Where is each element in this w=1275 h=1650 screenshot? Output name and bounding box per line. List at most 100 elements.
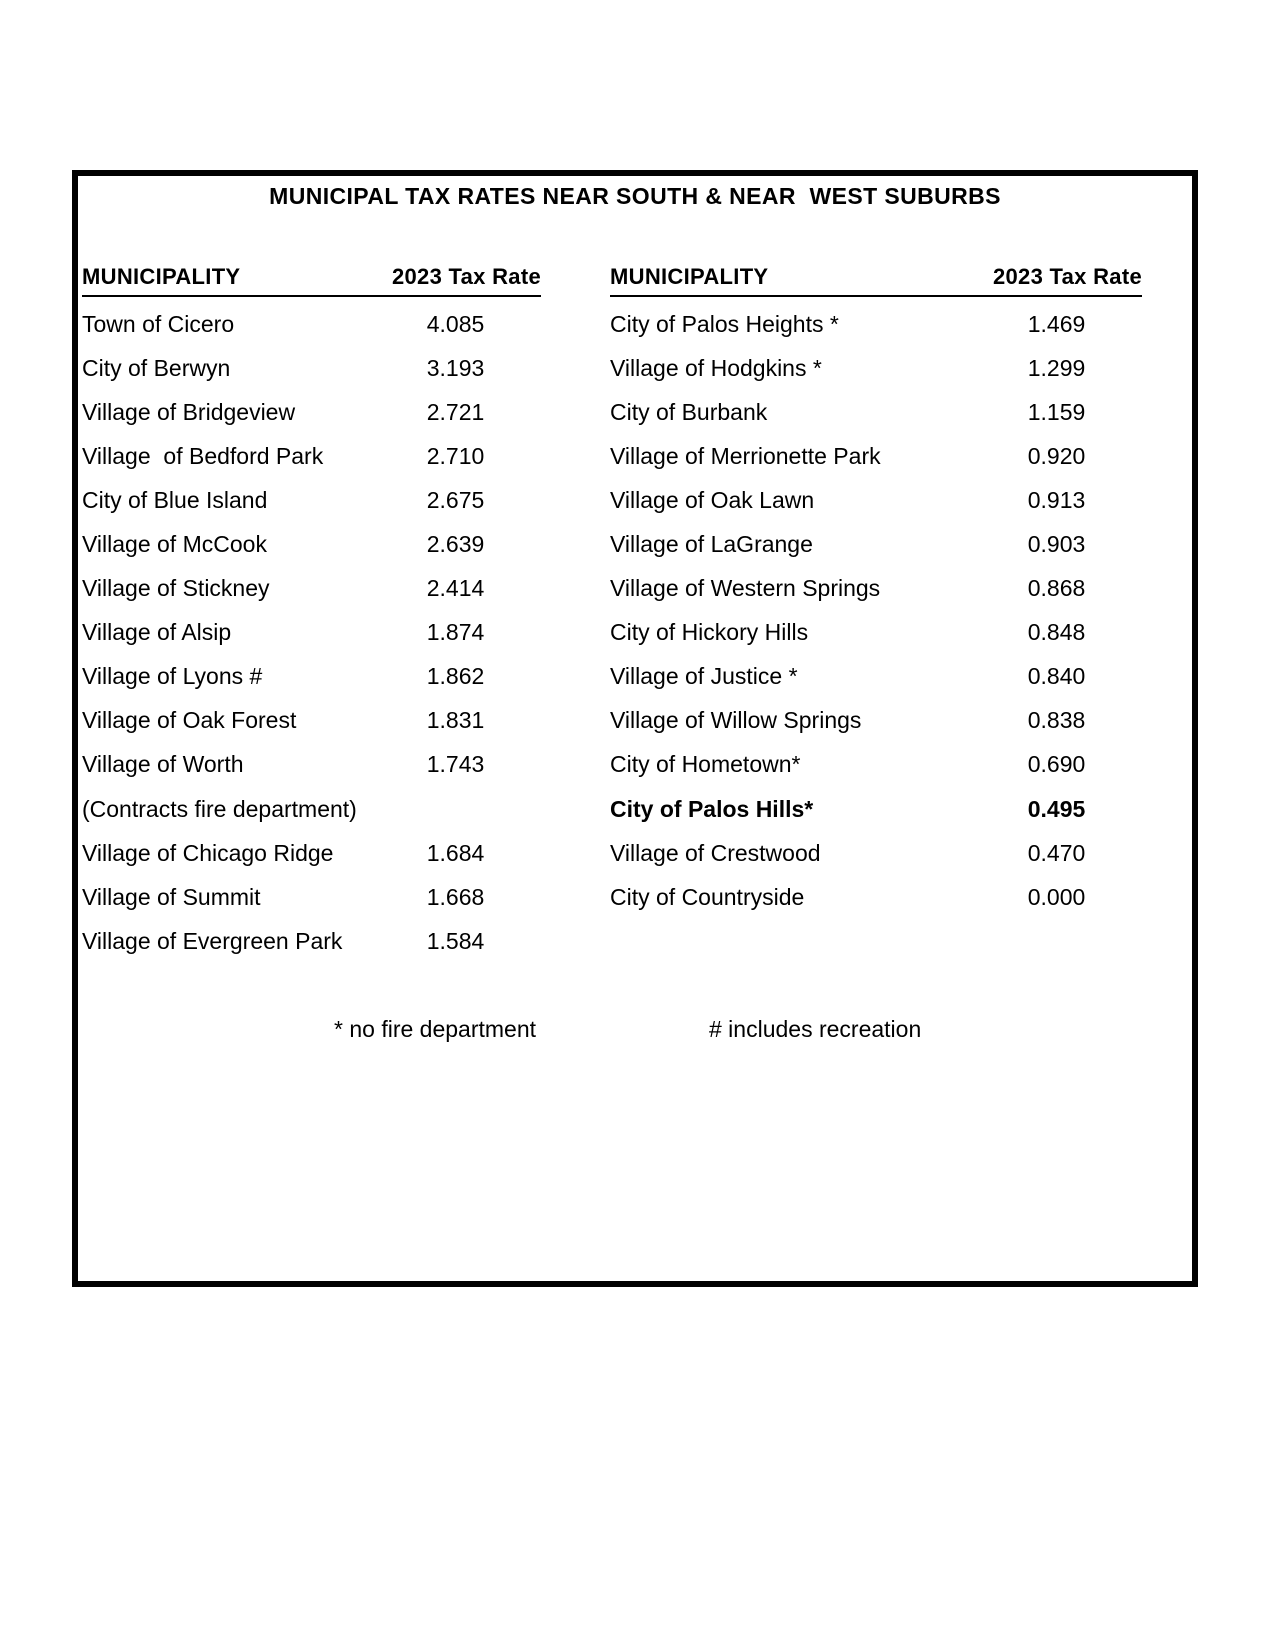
tax-rate-value: 2.675 — [426, 486, 485, 513]
tax-rate-value: 0.903 — [1027, 531, 1086, 558]
tax-rate-value: 0.840 — [1027, 663, 1086, 690]
table-row: Village of Willow Springs 0.838 — [610, 699, 1142, 743]
table-row: Village of Justice * 0.840 — [610, 655, 1142, 699]
municipality-name: City of Berwyn — [82, 354, 231, 381]
municipality-name: City of Hometown* — [610, 751, 801, 778]
table-row: Village of Lyons # 1.862 — [82, 655, 541, 699]
tax-rate-value: 3.193 — [426, 354, 485, 381]
municipality-name: Village of Alsip — [82, 619, 232, 646]
table-row: Village of Bedford Park 2.710 — [82, 434, 541, 478]
municipality-name: Village of McCook — [82, 531, 267, 558]
tax-rate-value: 0.868 — [1027, 575, 1086, 602]
municipality-name: City of Countryside — [610, 883, 805, 910]
municipality-name: City of Hickory Hills — [610, 619, 809, 646]
table-row: Village of Crestwood 0.470 — [610, 831, 1142, 875]
table-row: Village of Hodgkins * 1.299 — [610, 346, 1142, 390]
municipality-name: Village of LaGrange — [610, 531, 813, 558]
tax-rate-value: 0.000 — [1027, 883, 1086, 910]
content-frame: MUNICIPAL TAX RATES NEAR SOUTH & NEAR WE… — [72, 170, 1198, 1287]
table-row: Village of Alsip 1.874 — [82, 611, 541, 655]
municipality-name: Village of Crestwood — [610, 839, 821, 866]
municipality-name: Village of Merrionette Park — [610, 442, 881, 469]
table-header-row: MUNICIPALITY 2023 Tax Rate — [610, 258, 1142, 297]
tax-rate-value: 0.838 — [1027, 707, 1086, 734]
tax-rate-value: 1.469 — [1027, 310, 1086, 337]
municipality-name: Village of Western Springs — [610, 575, 881, 602]
tax-rate-value: 1.299 — [1027, 354, 1086, 381]
municipality-name: Village of Oak Forest — [82, 707, 297, 734]
table-row: Village of Summit 1.668 — [82, 875, 541, 919]
municipality-name: Village of Chicago Ridge — [82, 839, 334, 866]
municipality-name: Village of Summit — [82, 883, 261, 910]
table-row: City of Berwyn 3.193 — [82, 346, 541, 390]
table-row: Village of Western Springs 0.868 — [610, 567, 1142, 611]
municipality-name: City of Palos Hills* — [610, 795, 814, 822]
tax-rate-value: 1.159 — [1027, 398, 1086, 425]
tax-rate-value: 2.414 — [426, 575, 485, 602]
table-row: Village of Oak Forest 1.831 — [82, 699, 541, 743]
tax-rate-value: 1.668 — [426, 883, 485, 910]
table-header-row: MUNICIPALITY 2023 Tax Rate — [82, 258, 541, 297]
municipality-name: Village of Bedford Park — [82, 442, 324, 469]
table-row: Village of McCook 2.639 — [82, 522, 541, 566]
tax-table-right: MUNICIPALITY 2023 Tax Rate City of Palos… — [610, 258, 1142, 919]
municipality-name: Village of Justice * — [610, 663, 798, 690]
municipality-name: Village of Bridgeview — [82, 398, 296, 425]
column-header-municipality: MUNICIPALITY — [82, 263, 241, 289]
page-title: MUNICIPAL TAX RATES NEAR SOUTH & NEAR WE… — [269, 182, 1001, 209]
table-row: Village of LaGrange 0.903 — [610, 522, 1142, 566]
table-body: City of Palos Heights * 1.469 Village of H… — [610, 302, 1142, 919]
municipality-name: Village of Evergreen Park — [82, 927, 343, 954]
municipality-name: City of Burbank — [610, 398, 768, 425]
table-row: Village of Evergreen Park 1.584 — [82, 919, 541, 963]
table-row: Village of Worth 1.743 — [82, 743, 541, 787]
column-header-municipality: MUNICIPALITY — [610, 263, 769, 289]
tax-rate-value: 1.684 — [426, 839, 485, 866]
table-row: Village of Merrionette Park 0.920 — [610, 434, 1142, 478]
table-body: Town of Cicero 4.085 City of Berwyn 3.193 Vi… — [82, 302, 541, 963]
tax-rate-value: 0.848 — [1027, 619, 1086, 646]
table-row: Village of Chicago Ridge 1.684 — [82, 831, 541, 875]
tax-rate-value: 0.913 — [1027, 486, 1086, 513]
tax-rate-value: 1.862 — [426, 663, 485, 690]
tax-rate-value: 0.920 — [1027, 442, 1086, 469]
column-header-tax-rate: 2023 Tax Rate — [992, 263, 1142, 289]
municipality-name: Town of Cicero — [82, 310, 235, 337]
tax-table-left: MUNICIPALITY 2023 Tax Rate Town of Cicer… — [82, 258, 541, 963]
table-row: City of Hickory Hills 0.848 — [610, 611, 1142, 655]
footnote-no-fire-department: * no fire department — [334, 1015, 537, 1042]
table-row: Village of Bridgeview 2.721 — [82, 390, 541, 434]
tax-rate-value: 2.639 — [426, 531, 485, 558]
municipality-name: City of Palos Heights * — [610, 310, 839, 337]
municipality-name: Village of Worth — [82, 751, 244, 778]
table-row: City of Palos Heights * 1.469 — [610, 302, 1142, 346]
tax-rate-value: 2.710 — [426, 442, 485, 469]
tax-rate-value: 0.690 — [1027, 751, 1086, 778]
tax-rate-value: 4.085 — [426, 310, 485, 337]
table-row: City of Countryside 0.000 — [610, 875, 1142, 919]
municipality-name: (Contracts fire department) — [82, 795, 357, 822]
table-row: City of Palos Hills* 0.495 — [610, 787, 1142, 831]
municipality-name: Village of Hodgkins * — [610, 354, 822, 381]
municipality-name: Village of Stickney — [82, 575, 270, 602]
tax-rate-value: 2.721 — [426, 398, 485, 425]
table-row: Village of Stickney 2.414 — [82, 567, 541, 611]
footnote-includes-recreation: # includes recreation — [709, 1015, 922, 1042]
municipality-name: Village of Willow Springs — [610, 707, 862, 734]
table-row: City of Blue Island 2.675 — [82, 478, 541, 522]
table-row: (Contracts fire department) — [82, 787, 541, 831]
municipality-name: City of Blue Island — [82, 486, 268, 513]
tax-rate-value: 1.874 — [426, 619, 485, 646]
tax-rate-value: 1.831 — [426, 707, 485, 734]
tax-rate-value: 1.584 — [426, 927, 485, 954]
table-row: Village of Oak Lawn 0.913 — [610, 478, 1142, 522]
tax-rate-value: 1.743 — [426, 751, 485, 778]
municipality-name: Village of Lyons # — [82, 663, 263, 690]
table-row: City of Burbank 1.159 — [610, 390, 1142, 434]
tax-rate-value: 0.470 — [1027, 839, 1086, 866]
table-row: City of Hometown* 0.690 — [610, 743, 1142, 787]
table-row: Town of Cicero 4.085 — [82, 302, 541, 346]
municipality-name: Village of Oak Lawn — [610, 486, 815, 513]
tax-rate-value: 0.495 — [1027, 795, 1086, 822]
